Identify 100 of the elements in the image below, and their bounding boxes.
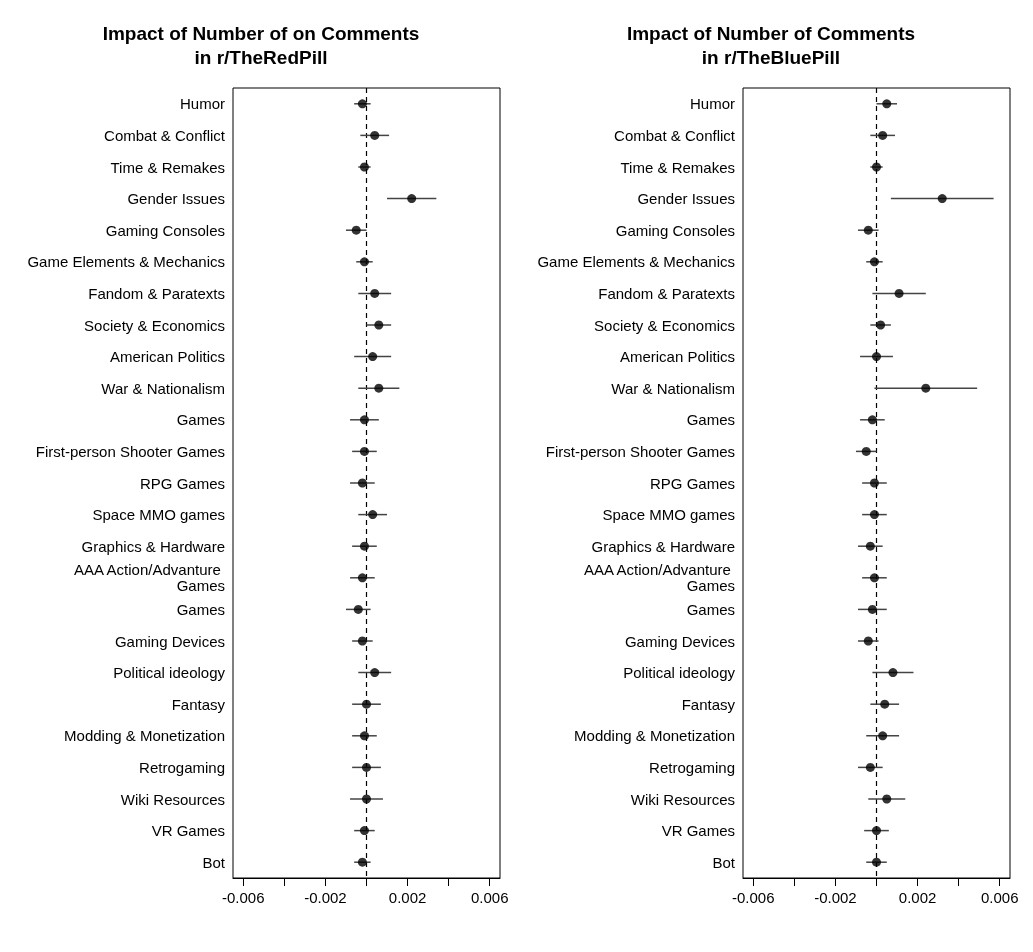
y-tick-label: Fandom & Paratexts — [598, 284, 735, 302]
y-tick-label: Fantasy — [681, 695, 736, 713]
y-tick-label: Combat & Conflict — [614, 126, 736, 144]
y-tick-label: Society & Economics — [84, 316, 225, 334]
x-tick-label: -0.002 — [304, 889, 347, 906]
y-tick-label: Political ideology — [623, 664, 736, 682]
y-tick-label: Fantasy — [171, 695, 226, 713]
y-tick-label: American Politics — [109, 348, 225, 366]
point — [872, 162, 881, 172]
y-tick-label: Humor — [689, 95, 735, 113]
y-tick-label: Games — [686, 411, 735, 429]
y-tick-label: First-person Shooter Games — [545, 442, 735, 460]
point — [357, 478, 367, 488]
x-tick-label: 0.002 — [388, 889, 427, 906]
point — [865, 762, 875, 772]
point — [921, 383, 931, 393]
y-tick-label: Retrogaming — [649, 758, 735, 776]
point — [888, 668, 898, 678]
point — [869, 510, 879, 520]
point — [863, 636, 873, 646]
point — [869, 478, 879, 488]
point — [359, 826, 369, 836]
y-tick-label: Modding & Monetization — [574, 727, 735, 745]
y-tick-label: Bot — [202, 853, 226, 871]
point — [937, 194, 947, 204]
y-tick-label: Political ideology — [113, 664, 226, 682]
y-tick-label: Wiki Resources — [630, 790, 735, 808]
y-tick-label: Gaming Consoles — [105, 221, 225, 239]
y-tick-label: Society & Economics — [594, 316, 735, 334]
y-tick-label: Graphics & Hardware — [591, 537, 735, 555]
chart-title: Impact of Number of Comments in r/TheBluePill — [626, 22, 916, 68]
y-tick-label: Combat & Conflict — [104, 126, 226, 144]
y-tick-label: AAA Action/Advanture Games — [584, 561, 735, 595]
point — [407, 194, 417, 204]
x-tick-label: -0.006 — [732, 889, 775, 906]
point — [869, 257, 879, 267]
y-tick-label: Space MMO games — [92, 506, 225, 524]
point — [861, 446, 871, 456]
y-tick-label: War & Nationalism — [611, 379, 735, 397]
point — [370, 668, 380, 678]
y-tick-label: Gender Issues — [127, 190, 225, 208]
point — [357, 573, 367, 583]
y-tick-label: War & Nationalism — [101, 379, 225, 397]
point — [374, 383, 384, 393]
y-tick-label: Bot — [712, 853, 736, 871]
y-tick-label: AAA Action/Advanture Games — [74, 561, 225, 595]
point — [872, 826, 881, 836]
point — [894, 288, 904, 298]
y-tick-label: Gaming Consoles — [615, 221, 735, 239]
y-tick-label: Space MMO games — [602, 506, 735, 524]
y-tick-label: Fandom & Paratexts — [88, 284, 225, 302]
point — [357, 857, 367, 867]
point — [359, 415, 369, 425]
y-tick-label: First-person Shooter Games — [35, 442, 225, 460]
y-tick-label: Time & Remakes — [110, 158, 225, 176]
y-tick-label: Games — [176, 600, 225, 618]
y-tick-label: American Politics — [619, 348, 735, 366]
y-tick-label: Game Elements & Mechanics — [27, 253, 225, 271]
point — [359, 446, 369, 456]
point — [357, 636, 367, 646]
x-tick-label: 0.006 — [470, 889, 509, 906]
point — [359, 731, 369, 741]
point — [370, 130, 380, 140]
point — [351, 225, 361, 235]
x-tick-label: 0.006 — [980, 889, 1019, 906]
point — [368, 510, 378, 520]
y-tick-label: Gender Issues — [637, 190, 735, 208]
y-tick-label: Retrogaming — [139, 758, 225, 776]
y-tick-label: Games — [686, 600, 735, 618]
y-tick-label: VR Games — [661, 822, 735, 840]
x-tick-label: 0.002 — [898, 889, 937, 906]
y-tick-label: Gaming Devices — [624, 632, 735, 650]
point — [882, 99, 892, 109]
point — [374, 320, 384, 330]
point — [359, 541, 369, 551]
point — [878, 731, 888, 741]
point — [869, 573, 879, 583]
x-tick-label: -0.002 — [814, 889, 857, 906]
point — [872, 857, 881, 867]
point — [863, 225, 873, 235]
y-tick-label: Time & Remakes — [620, 158, 735, 176]
point — [878, 130, 888, 140]
y-tick-label: Wiki Resources — [120, 790, 225, 808]
point — [359, 257, 369, 267]
y-tick-label: RPG Games — [139, 474, 225, 492]
y-tick-label: RPG Games — [649, 474, 735, 492]
point — [867, 604, 877, 614]
y-tick-label: Graphics & Hardware — [81, 537, 225, 555]
point — [359, 162, 369, 172]
point — [370, 288, 380, 298]
y-tick-label: VR Games — [151, 822, 225, 840]
y-tick-label: Humor — [179, 95, 225, 113]
point — [357, 99, 367, 109]
point — [353, 604, 363, 614]
point — [362, 794, 371, 804]
point — [880, 699, 890, 709]
point — [362, 762, 371, 772]
chart-title: Impact of Number of on Comments in r/TheRedPill — [102, 22, 420, 68]
point — [872, 352, 881, 362]
y-tick-label: Games — [176, 411, 225, 429]
